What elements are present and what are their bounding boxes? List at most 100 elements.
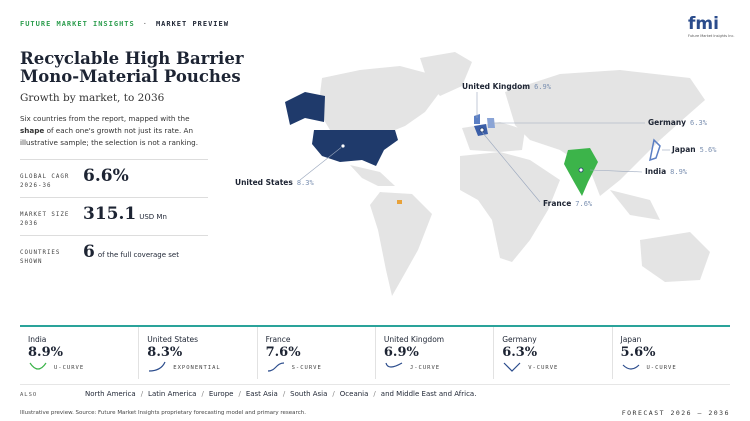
forecast: FORECAST 2026 – 2036 <box>621 409 730 417</box>
cards: India 8.9% U-CURVE United States 8.3% EXPONEN… <box>20 325 730 379</box>
map-label: United States 8.3% <box>235 178 314 187</box>
card-country: Germany <box>502 335 537 344</box>
region: East Asia <box>245 390 278 398</box>
title-line: Mono-Material Pouches <box>20 67 241 86</box>
separator: / <box>140 390 144 398</box>
card-curve: U-CURVE <box>54 365 85 371</box>
card: United States 8.3% EXPONENTIAL <box>138 327 257 379</box>
stat-value: 6.6% <box>83 166 129 186</box>
map-label: France 7.6% <box>543 199 593 208</box>
desc-text: Six countries from the report, mapped wi… <box>20 114 190 123</box>
card-value: 6.9% <box>383 345 419 360</box>
stat-unit: of the full coverage set <box>97 251 179 259</box>
stat-value: 6 of the full coverage set <box>83 242 179 262</box>
card-country: Japan <box>620 335 642 344</box>
section: MARKET PREVIEW <box>155 20 229 28</box>
uk-shape <box>474 114 480 124</box>
stat-number: 6 <box>83 242 95 262</box>
leaders <box>299 92 670 203</box>
card: India 8.9% U-CURVE <box>20 327 138 379</box>
stat-label-line: 2036 <box>20 221 38 227</box>
separator: / <box>373 390 376 398</box>
card-country: United Kingdom <box>383 335 445 344</box>
separator: / <box>332 390 335 398</box>
separator: / <box>201 390 204 398</box>
also-row: ALSO North America / Latin America / Europe / E… <box>20 384 730 405</box>
map-country: India <box>645 167 666 176</box>
curve-icon <box>503 362 521 372</box>
curve-icon <box>29 362 47 370</box>
header: FUTURE MARKET INSIGHTS · MARKET PREVIEW <box>20 20 229 28</box>
card: France 7.6% S-CURVE <box>256 327 376 379</box>
stat: MARKET SIZE 2036 315.1 USD Mn <box>20 197 208 235</box>
map-country: France <box>543 199 571 208</box>
map-label: Germany 6.3% <box>648 118 708 127</box>
stat-label-line: GLOBAL CAGR <box>20 174 70 180</box>
title: Recyclable High Barrier Mono-Material Pou… <box>20 50 244 86</box>
map-value: 8.9% <box>670 168 688 176</box>
region: and Middle East and Africa. <box>380 390 477 398</box>
stat-number: 6.6% <box>83 166 129 186</box>
brand: FUTURE MARKET INSIGHTS <box>20 20 135 28</box>
curve <box>267 362 284 372</box>
stat-label: MARKET SIZE 2036 <box>20 211 69 229</box>
region: North America <box>85 390 136 398</box>
curve <box>149 361 166 372</box>
card: Japan 5.6% U-CURVE <box>611 327 731 379</box>
stat-label: GLOBAL CAGR 2026-36 <box>20 173 69 191</box>
card-curve: S-CURVE <box>291 365 322 371</box>
map-country: United States <box>235 178 293 187</box>
logo[interactable]: fmi <box>688 14 719 34</box>
stat-label-line: COUNTRIES <box>20 250 61 256</box>
curve-icon <box>622 364 639 370</box>
land <box>318 52 710 296</box>
card-country: France <box>265 335 291 344</box>
stat-unit: USD Mn <box>139 213 167 221</box>
also-label: ALSO <box>20 392 38 398</box>
separator: / <box>238 390 241 398</box>
title-line: Recyclable High Barrier <box>20 49 244 68</box>
map-country: Germany <box>648 118 686 127</box>
map-country: United Kingdom <box>462 82 530 91</box>
world-map: United Kingdom 6.9% Germany 6.3% Japan 5.6% In… <box>235 52 717 296</box>
card: United Kingdom 6.9% J-CURVE <box>374 327 494 379</box>
curve-icon <box>149 361 166 372</box>
map-label: India 8.9% <box>645 167 688 176</box>
curve <box>29 362 47 370</box>
desc-bold: shape <box>20 126 45 135</box>
japan-shape <box>649 138 661 162</box>
curve-icon <box>267 362 284 372</box>
source: Illustrative preview. Source: Future Mar… <box>20 410 306 416</box>
card-curve: U-CURVE <box>646 365 677 371</box>
separator: / <box>282 390 286 398</box>
stat: COUNTRIES SHOWN 6 of the full coverage set <box>20 235 208 273</box>
region: Oceania <box>339 390 369 398</box>
stat-label-line: MARKET SIZE <box>20 212 70 218</box>
stat-label-line: SHOWN <box>20 259 43 265</box>
map-value: 5.6% <box>700 146 718 154</box>
stat: GLOBAL CAGR 2026-36 6.6% <box>20 159 208 197</box>
map-label: Japan 5.6% <box>671 145 717 154</box>
map-value: 6.3% <box>690 119 708 127</box>
card-country: India <box>28 335 47 344</box>
card: Germany 6.3% V-CURVE <box>493 327 612 379</box>
curve-icon <box>385 362 403 368</box>
map-label: United Kingdom 6.9% <box>462 82 552 91</box>
desc-text: of each one's growth not just its rate. … <box>20 126 198 147</box>
curve <box>385 362 403 368</box>
alaska <box>285 92 325 125</box>
stat-number: 315.1 <box>83 204 137 224</box>
germany-shape <box>487 118 495 128</box>
map-country: Japan <box>671 145 696 154</box>
region: Europe <box>208 390 234 398</box>
stat-value: 315.1 USD Mn <box>83 204 167 224</box>
region: Latin America <box>148 390 197 398</box>
card-curve: J-CURVE <box>409 365 441 371</box>
card-country: United States <box>147 335 199 344</box>
card-value: 6.3% <box>502 345 538 360</box>
map-value: 7.6% <box>575 200 593 208</box>
region: South Asia <box>290 390 328 398</box>
map-value: 8.3% <box>297 179 315 187</box>
regions: North America / Latin America / Europe / East … <box>85 390 476 398</box>
